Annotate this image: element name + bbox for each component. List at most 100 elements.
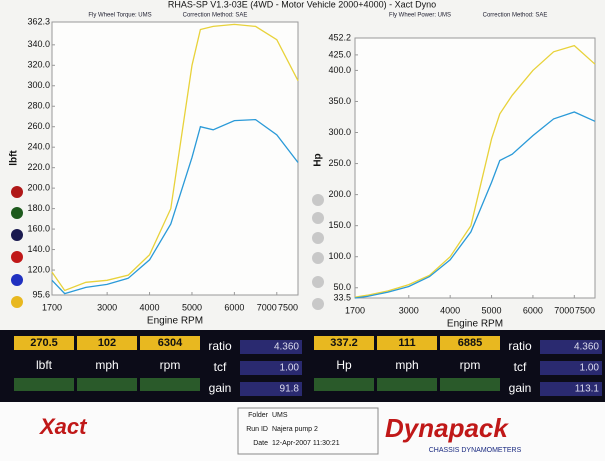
y-tick-label: 160.0 (27, 223, 50, 233)
readout-bar (14, 378, 74, 391)
field-value: UMS (272, 412, 288, 419)
readout-value: 6885 (458, 337, 482, 349)
stat-label: gain (509, 381, 532, 395)
readout-value: 270.5 (30, 337, 58, 349)
series-line (354, 111, 596, 299)
stat-value: 4.360 (574, 342, 599, 353)
stat-box (540, 382, 602, 396)
y-tick-label: 240.0 (27, 142, 50, 152)
readout-value: 102 (98, 337, 116, 349)
footer-background (0, 402, 605, 461)
field-value: 12-Apr-2007 11:30:21 (272, 440, 340, 447)
y-tick-label: 140.0 (27, 244, 50, 254)
x-tick-label: 7000 (257, 302, 277, 312)
x-tick-label: 5000 (482, 305, 502, 315)
y-tick-label: 362.3 (27, 16, 50, 26)
plot-area (51, 21, 299, 296)
readout-unit: Hp (336, 358, 352, 372)
stat-value: 4.360 (274, 342, 299, 353)
y-tick-label: 120.0 (27, 264, 50, 274)
stat-box (240, 361, 302, 375)
stat-box (540, 361, 602, 375)
readout-bar (314, 378, 374, 391)
stat-box (540, 340, 602, 354)
readout-box (377, 336, 437, 350)
field-value: Najera pump 2 (272, 426, 318, 433)
readout-value: 337.2 (330, 337, 358, 349)
y-tick-label: 425.0 (328, 49, 351, 59)
x-tick-label: 7500 (278, 302, 298, 312)
readout-box (140, 336, 200, 350)
stat-box (240, 382, 302, 396)
stat-value: 91.8 (280, 384, 300, 395)
readout-box (14, 336, 74, 350)
series-line (51, 118, 299, 295)
x-axis-label: Engine RPM (447, 319, 503, 330)
readout-box (440, 336, 500, 350)
readout-unit: lbft (36, 358, 53, 372)
field-label: Folder (248, 412, 269, 419)
left-logo: Xact (38, 414, 88, 439)
readout-bar (377, 378, 437, 391)
y-tick-label: 350.0 (328, 96, 351, 106)
stat-label: tcf (214, 360, 227, 374)
readout-bar (140, 378, 200, 391)
brand-tagline: CHASSIS DYNAMOMETERS (429, 447, 522, 454)
y-tick-label: 33.5 (333, 292, 351, 302)
stat-box (240, 340, 302, 354)
stat-label: ratio (508, 339, 532, 353)
stat-label: tcf (514, 360, 527, 374)
readout-unit: rpm (160, 358, 181, 372)
y-tick-label: 300.0 (27, 80, 50, 90)
y-tick-label: 150.0 (328, 220, 351, 230)
y-tick-label: 200.0 (27, 183, 50, 193)
readout-value: 111 (398, 337, 415, 349)
header-title: RHAS-SP V1.3-03E (4WD - Motor Vehicle 20… (168, 0, 436, 9)
stat-value: 113.1 (575, 384, 600, 395)
readout-unit: mph (395, 358, 418, 372)
y-tick-label: 400.0 (328, 65, 351, 75)
series-line (354, 44, 596, 298)
x-tick-label: 3000 (97, 302, 117, 312)
y-tick-label: 180.0 (27, 203, 50, 213)
y-tick-label: 95.6 (32, 289, 50, 299)
x-tick-label: 3000 (399, 305, 419, 315)
info-box (237, 407, 379, 455)
chart-subtitle: Correction Method: SAE (483, 13, 548, 19)
y-tick-label: 250.0 (328, 158, 351, 168)
color-buttons (11, 186, 23, 308)
readout-box (314, 336, 374, 350)
y-axis-label: lbft (9, 150, 20, 166)
chart-subtitle: Correction Method: SAE (183, 13, 248, 19)
stat-label: ratio (208, 339, 232, 353)
y-tick-label: 220.0 (27, 162, 50, 172)
chart-title: Fly Wheel Torque: UMS (88, 13, 151, 19)
x-tick-label: 7500 (575, 305, 595, 315)
readout-unit: mph (95, 358, 118, 372)
x-tick-label: 6000 (224, 302, 244, 312)
series-line (51, 23, 299, 292)
y-tick-label: 340.0 (27, 39, 50, 49)
readout-bar (440, 378, 500, 391)
field-label: Date (253, 440, 268, 447)
readout-box (77, 336, 137, 350)
x-axis-label: Engine RPM (147, 316, 203, 327)
x-tick-label: 1700 (42, 302, 62, 312)
stat-label: gain (209, 381, 232, 395)
chart-title: Fly Wheel Power: UMS (389, 13, 451, 19)
y-tick-label: 100.0 (328, 251, 351, 261)
stat-value: 1.00 (280, 363, 300, 374)
plot-area (354, 37, 596, 299)
readout-value: 6304 (158, 337, 183, 349)
readout-bar (77, 378, 137, 391)
y-tick-label: 300.0 (328, 127, 351, 137)
y-tick-label: 452.2 (328, 32, 351, 42)
x-tick-label: 6000 (523, 305, 543, 315)
x-tick-label: 7000 (554, 305, 574, 315)
readout-unit: rpm (460, 358, 481, 372)
y-tick-label: 200.0 (328, 189, 351, 199)
y-axis-label: Hp (313, 153, 324, 166)
y-tick-label: 50.0 (333, 282, 351, 292)
brand-logo: Dynapack (385, 413, 509, 443)
y-tick-label: 320.0 (27, 60, 50, 70)
